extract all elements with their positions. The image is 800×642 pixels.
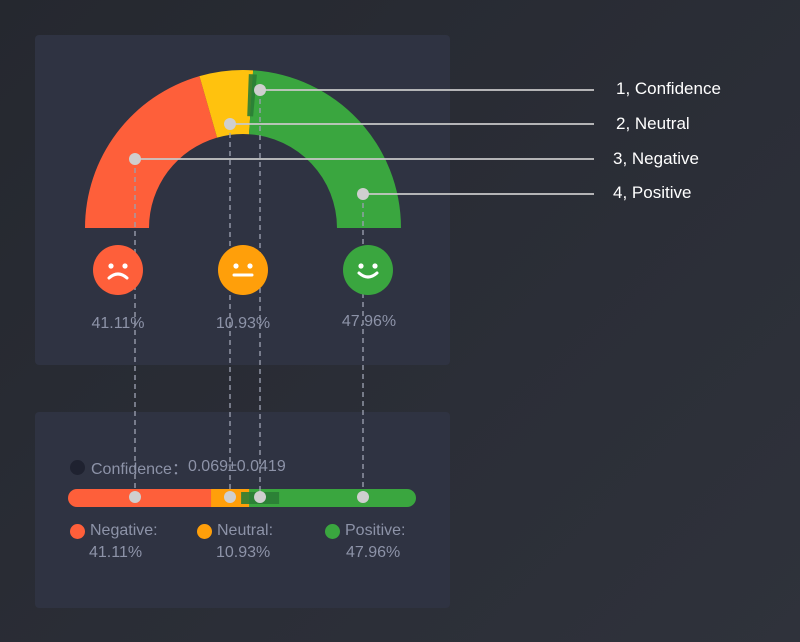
confidence-row: Confidence： 0.069±0.0419 [70,457,286,478]
neutral-legend-value: 10.93% [216,544,271,561]
bar-segment-positive [249,489,416,507]
callout-confidence: 1, Confidence [616,79,721,98]
marker-top-positive [357,188,369,200]
gauge-confidence-band [247,74,257,117]
happy-face-icon [343,245,393,295]
callout-negative: 3, Negative [613,149,699,168]
confidence-dot [70,459,85,475]
neutral-dot [197,523,212,539]
marker-bar-negative [129,491,141,503]
negative-percent: 41.11% [91,315,145,332]
gauge-segment-neutral [199,70,254,138]
positive-percent: 47.96% [341,313,397,330]
legend-neutral: Neutral: 10.93% [197,522,273,562]
positive-dot [325,523,340,539]
negative-legend-label: Negative: [90,522,158,539]
marker-bar-neutral [224,491,236,503]
confidence-label: Confidence： [91,461,188,478]
gauge-segment-negative [85,76,218,229]
marker-bar-confidence [254,491,266,503]
callout-neutral: 2, Neutral [616,114,690,133]
marker-top-negative [129,153,141,165]
positive-legend-value: 47.96% [346,544,401,561]
legend-positive: Positive: 47.96% [325,522,405,562]
neutral-legend-label: Neutral: [217,522,274,539]
negative-dot [70,523,85,539]
marker-top-confidence [254,84,266,96]
neutral-percent: 10.93% [215,315,271,332]
gauge-segment-positive [249,70,402,228]
callout-positive: 4, Positive [613,183,692,202]
confidence-value: 0.069±0.0419 [187,458,286,475]
neutral-face-icon [218,245,268,295]
callout-lines [129,84,594,503]
semicircle-gauge [85,70,402,229]
positive-legend-label: Positive: [345,522,406,539]
negative-legend-value: 41.11% [89,544,143,561]
legend-negative: Negative: 41.11% [70,522,158,562]
marker-bar-positive [357,491,369,503]
marker-top-neutral [224,118,236,130]
sad-face-icon [93,245,143,295]
summary-card [35,412,450,608]
